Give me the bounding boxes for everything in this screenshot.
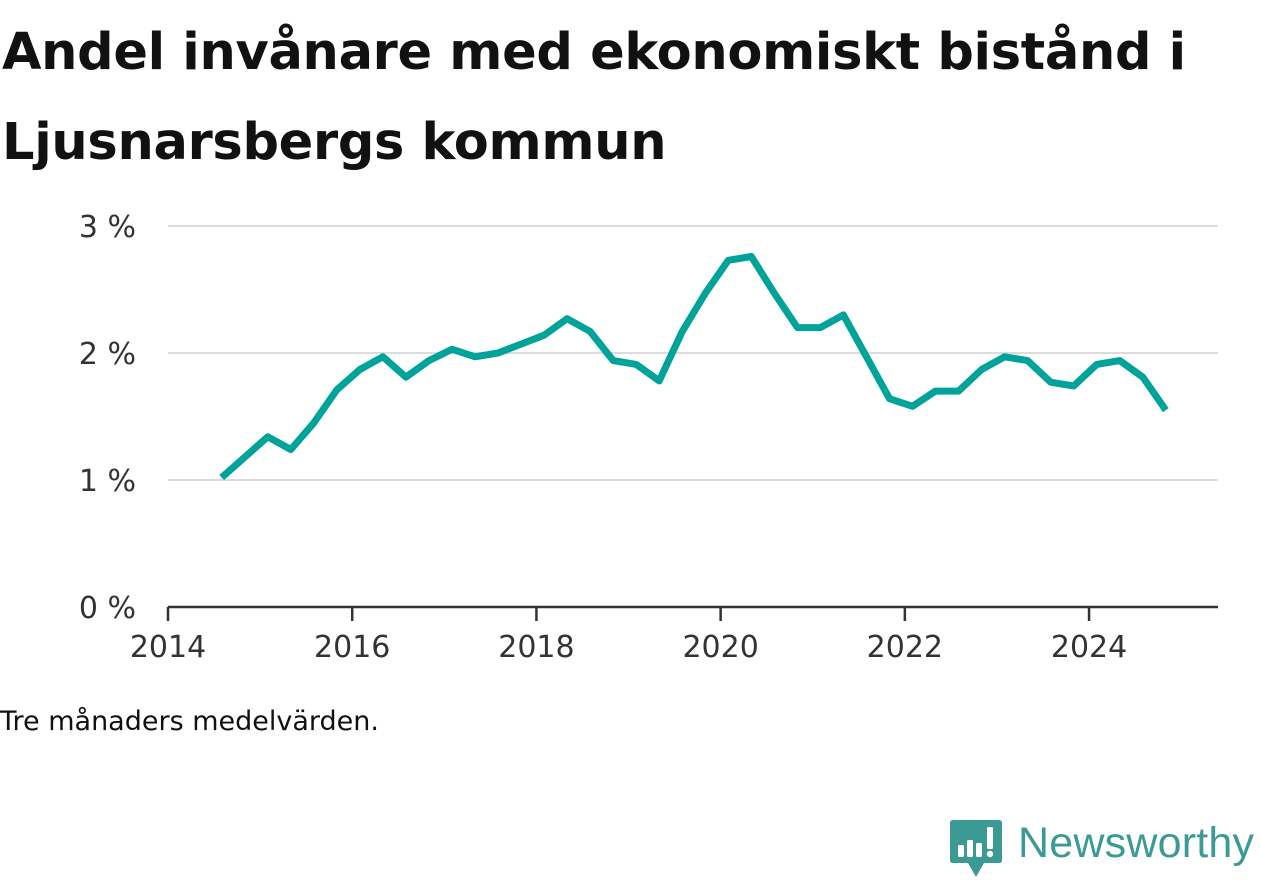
- chart-title: Andel invånare med ekonomiskt bistånd i …: [2, 23, 1186, 172]
- y-axis: 0 % 1 % 2 % 3 %: [79, 210, 136, 626]
- line-chart: 0 % 1 % 2 % 3 % 2014 2016 2018 2020 2022 2024: [79, 210, 1218, 665]
- y-tick-label: 0 %: [79, 591, 136, 626]
- x-axis-ticks: 2014 2016 2018 2020 2022 2024: [130, 607, 1127, 665]
- x-tick-label: 2024: [1051, 630, 1127, 665]
- newsworthy-logo-icon: [950, 820, 1002, 877]
- x-tick-label: 2018: [498, 630, 574, 665]
- chart-footnote: Tre månaders medelvärden.: [0, 706, 379, 737]
- brand-name: Newsworthy: [1018, 819, 1255, 867]
- x-tick-label: 2014: [130, 630, 206, 665]
- x-tick-label: 2016: [314, 630, 390, 665]
- y-tick-label: 3 %: [79, 210, 136, 245]
- x-tick-label: 2020: [682, 630, 758, 665]
- series: [219, 253, 1169, 481]
- series-line: [219, 253, 1169, 481]
- gridlines: [168, 225, 1218, 481]
- y-tick-label: 2 %: [79, 337, 136, 372]
- x-tick-label: 2022: [867, 630, 943, 665]
- y-tick-label: 1 %: [79, 464, 136, 499]
- brand-logo-group: Newsworthy: [950, 819, 1255, 880]
